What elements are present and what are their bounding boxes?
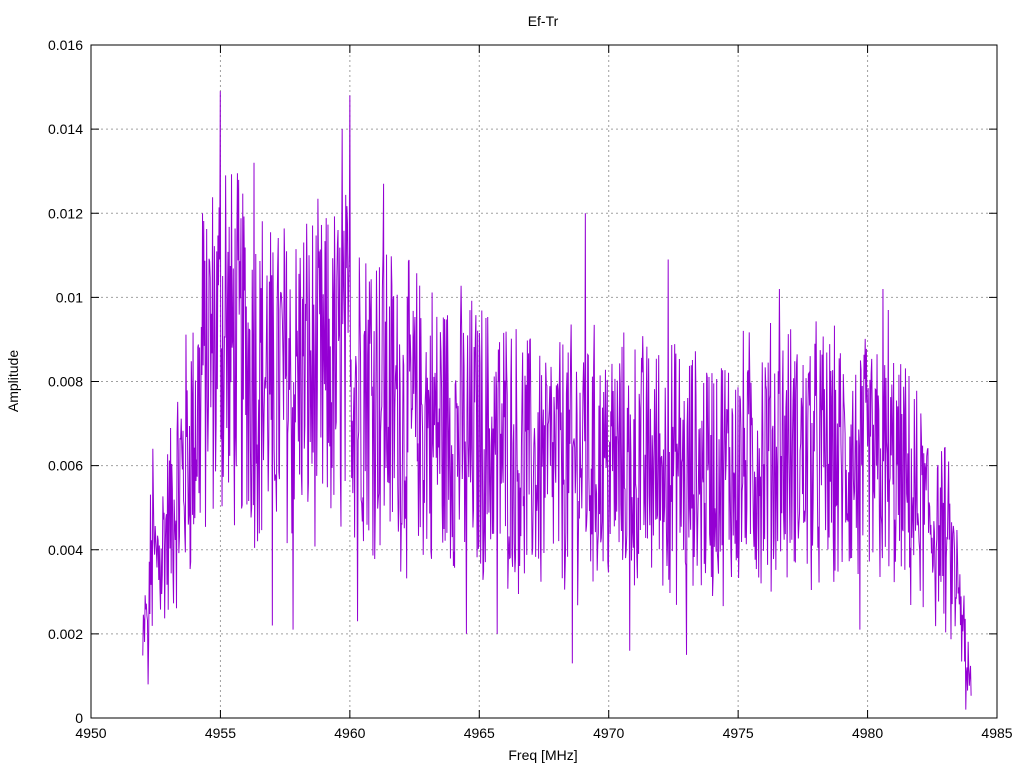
y-tick-label: 0.014 bbox=[48, 121, 83, 137]
y-tick-label: 0.012 bbox=[48, 205, 83, 221]
y-tick-label: 0.01 bbox=[56, 289, 83, 305]
x-tick-label: 4950 bbox=[75, 725, 106, 741]
y-tick-label: 0 bbox=[75, 710, 83, 726]
chart-title: Ef-Tr bbox=[528, 13, 559, 29]
x-tick-label: 4980 bbox=[852, 725, 883, 741]
x-tick-label: 4955 bbox=[205, 725, 236, 741]
y-tick-label: 0.002 bbox=[48, 626, 83, 642]
x-tick-label: 4985 bbox=[981, 725, 1012, 741]
y-tick-label: 0.016 bbox=[48, 37, 83, 53]
x-tick-label: 4975 bbox=[723, 725, 754, 741]
y-tick-label: 0.008 bbox=[48, 374, 83, 390]
plot-area bbox=[142, 91, 972, 710]
series-line bbox=[142, 91, 972, 710]
axes: 4950 4955 4960 4965 4970 4975 4980 4985 0 0.002 0.… bbox=[48, 37, 1013, 741]
y-tick-label: 0.004 bbox=[48, 542, 83, 558]
x-axis-label: Freq [MHz] bbox=[508, 747, 577, 763]
x-tick-label: 4960 bbox=[334, 725, 365, 741]
y-axis-label: Amplitude bbox=[5, 350, 21, 412]
x-tick-label: 4970 bbox=[593, 725, 624, 741]
y-tick-label: 0.006 bbox=[48, 458, 83, 474]
x-tick-label: 4965 bbox=[464, 725, 495, 741]
